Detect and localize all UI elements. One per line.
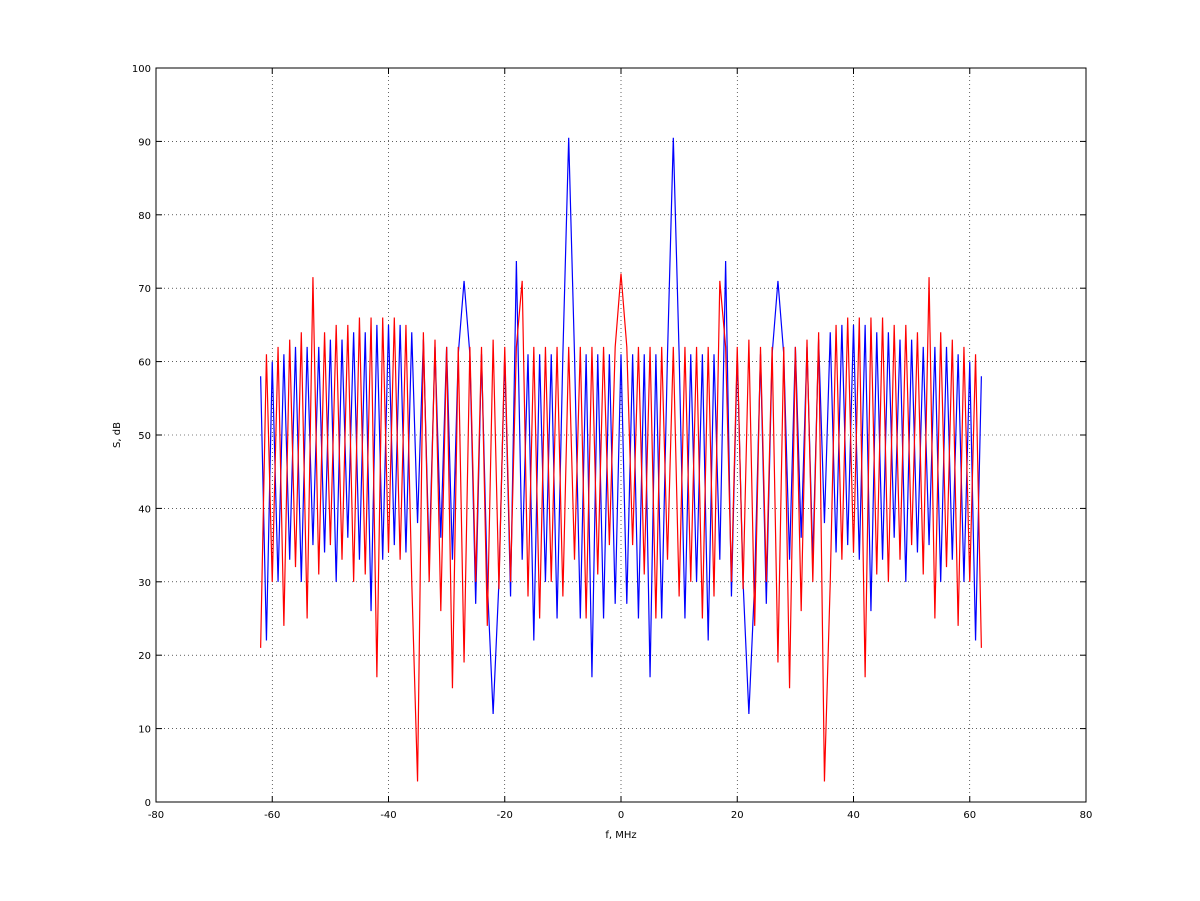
y-tick-label: 70 — [138, 284, 151, 295]
x-tick-label: 60 — [963, 810, 976, 821]
y-tick-label: 60 — [138, 358, 151, 369]
y-tick-label: 0 — [145, 798, 151, 809]
y-tick-label: 100 — [132, 64, 151, 75]
x-tick-label: 20 — [731, 810, 744, 821]
x-tick-label: -80 — [148, 810, 164, 821]
plot-frame — [155, 67, 1087, 803]
y-tick-label: 80 — [138, 211, 151, 222]
y-tick-label: 40 — [138, 504, 151, 515]
y-tick-label: 10 — [138, 725, 151, 736]
x-tick-label: -60 — [264, 810, 280, 821]
y-tick-label: 30 — [138, 578, 151, 589]
y-tick-label: 90 — [138, 137, 151, 148]
x-tick-label: 40 — [847, 810, 860, 821]
series-line — [260, 137, 982, 714]
y-axis-label: S, dB — [112, 422, 123, 448]
x-tick-label: 0 — [618, 810, 624, 821]
x-tick-label: -20 — [497, 810, 513, 821]
y-tick-label: 20 — [138, 651, 151, 662]
x-axis-label: f, MHz — [605, 830, 636, 841]
series-line — [260, 273, 982, 782]
x-tick-label: 80 — [1080, 810, 1093, 821]
x-tick-label: -40 — [380, 810, 396, 821]
y-tick-label: 50 — [138, 431, 151, 442]
